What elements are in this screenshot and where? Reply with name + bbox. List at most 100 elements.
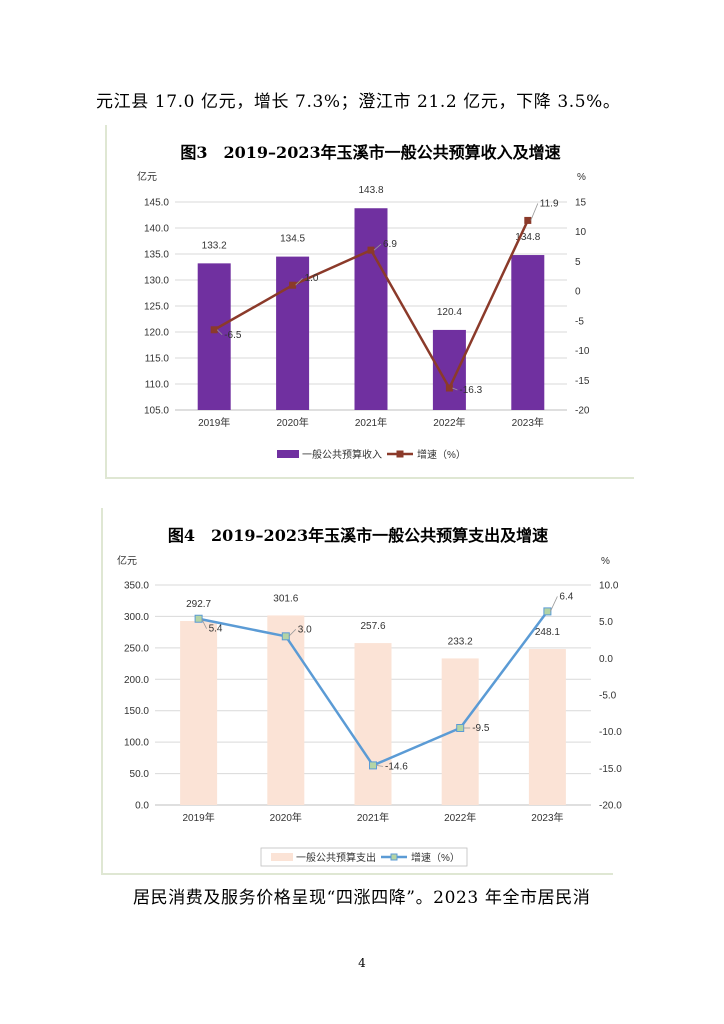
y-tick-left: 140.0 (144, 224, 169, 235)
y-axis-unit-right: % (601, 556, 610, 567)
leader-line (452, 387, 458, 391)
legend-box (260, 847, 468, 867)
y-tick-left: 300.0 (124, 612, 149, 623)
y-tick-left: 145.0 (144, 198, 169, 209)
chart-expenditure: 图4 2019–2023年玉溪市一般公共预算支出及增速 0.0 50.0 100.0… (101, 508, 622, 875)
growth-value-label: -16.3 (459, 385, 482, 396)
growth-marker (289, 281, 297, 289)
chart-expenditure-svg: 0.0 50.0 100.0 150.0 200.0 250.0 300.0 350.0 -20… (117, 554, 622, 867)
y-axis-unit-right: % (577, 172, 586, 183)
leader-line (288, 629, 297, 637)
legend-bar-label: 一般公共预算收入 (302, 448, 382, 461)
y-axis-unit-left: 亿元 (137, 170, 157, 183)
bar (354, 643, 392, 805)
y-tick-left: 200.0 (124, 675, 149, 686)
y-tick-right: -20.0 (599, 801, 622, 812)
x-tick-label: 2023年 (531, 811, 563, 824)
growth-marker (543, 607, 552, 616)
leader-line (216, 329, 223, 336)
legend-line-marker (390, 853, 398, 861)
growth-marker (524, 216, 532, 224)
x-tick-label: 2019年 (182, 811, 214, 824)
bar-value-label: 143.8 (358, 185, 383, 196)
x-tick-label: 2022年 (433, 416, 465, 429)
x-tick-label: 2022年 (444, 811, 476, 824)
growth-marker (367, 246, 375, 254)
y-tick-left: 105.0 (144, 406, 169, 417)
chart-revenue: 图3 2019–2023年玉溪市一般公共预算收入及增速 105.0 110.0 11… (105, 125, 634, 479)
legend-bar-swatch (271, 853, 293, 861)
y-tick-left: 250.0 (124, 643, 149, 654)
growth-marker (369, 761, 377, 770)
y-tick-left: 0.0 (135, 801, 149, 812)
bar-value-label: 292.7 (186, 599, 211, 610)
growth-marker (194, 614, 203, 623)
bar-value-label: 134.8 (515, 232, 540, 243)
y-tick-right: -10 (575, 346, 590, 357)
x-tick-label: 2021年 (355, 416, 387, 429)
y-tick-right: 0.0 (599, 654, 613, 665)
growth-marker (445, 384, 453, 392)
leader-line (295, 277, 303, 286)
bar (267, 615, 305, 805)
legend-bar-label: 一般公共预算支出 (296, 851, 376, 864)
chart-title: 图3 2019–2023年玉溪市一般公共预算收入及增速 (180, 143, 561, 162)
y-tick-right: 5.0 (599, 617, 613, 628)
bar-value-label: 301.6 (273, 593, 298, 604)
bar-value-label: 248.1 (535, 627, 560, 638)
growth-value-label: 1.0 (305, 273, 319, 284)
bar-value-label: 134.5 (280, 234, 305, 245)
chart-title: 图4 2019–2023年玉溪市一般公共预算支出及增速 (167, 526, 549, 545)
y-tick-right: 15 (575, 198, 587, 209)
y-tick-left: 350.0 (124, 581, 149, 592)
leader-line (375, 765, 384, 767)
growth-marker (281, 632, 290, 641)
bar-value-label: 257.6 (360, 621, 385, 632)
bar (511, 255, 545, 410)
growth-value-label: -6.5 (224, 330, 242, 341)
page-number: 4 (358, 956, 366, 970)
y-tick-right: 10.0 (599, 581, 619, 592)
y-tick-right: -15 (575, 376, 590, 387)
y-tick-right: -20 (575, 406, 590, 417)
growth-value-label: 6.4 (559, 591, 573, 602)
y-tick-right: -5 (575, 316, 584, 327)
leader-line (201, 618, 207, 629)
bar (180, 621, 218, 805)
y-tick-right: 5 (575, 257, 581, 268)
paragraph-top: 元江县 17.0 亿元，增长 7.3%；澄江市 21.2 亿元，下降 3.5%。 (96, 92, 621, 112)
y-tick-left: 120.0 (144, 328, 169, 339)
y-tick-left: 50.0 (130, 769, 150, 780)
y-tick-left: 150.0 (124, 706, 149, 717)
leader-line (373, 243, 382, 251)
x-tick-label: 2019年 (198, 416, 230, 429)
y-tick-left: 100.0 (124, 738, 149, 749)
bar-value-label: 133.2 (202, 240, 227, 251)
y-tick-right: -15.0 (599, 764, 622, 775)
y-tick-right: 10 (575, 227, 587, 238)
x-tick-label: 2021年 (357, 811, 389, 824)
growth-marker (210, 326, 218, 334)
legend-bar-swatch (277, 450, 299, 458)
x-tick-label: 2020年 (276, 416, 308, 429)
growth-value-label: 3.0 (298, 624, 312, 635)
bar (354, 208, 388, 410)
y-tick-right: 0 (575, 287, 581, 298)
growth-value-label: 5.4 (209, 624, 223, 635)
growth-marker (456, 724, 465, 732)
bar-value-label: 120.4 (437, 307, 462, 318)
y-tick-left: 130.0 (144, 276, 169, 287)
y-tick-left: 115.0 (145, 354, 170, 365)
y-tick-left: 110.0 (145, 380, 170, 391)
y-tick-left: 125.0 (144, 302, 169, 313)
chart-revenue-svg: 105.0 110.0 115.0 120.0 125.0 130.0 135.0 140.0… (137, 170, 590, 461)
leader-line (530, 203, 539, 221)
bar-value-label: 233.2 (448, 636, 473, 647)
paragraph-bottom: 居民消费及服务价格呈现“四涨四降”。2023 年全市居民消 (133, 888, 591, 908)
legend-line-label: 增速（%） (411, 851, 460, 864)
bar (197, 263, 231, 410)
x-tick-label: 2023年 (512, 416, 544, 429)
growth-value-label: 6.9 (383, 239, 397, 250)
leader-line (550, 596, 558, 612)
bar (528, 649, 566, 805)
